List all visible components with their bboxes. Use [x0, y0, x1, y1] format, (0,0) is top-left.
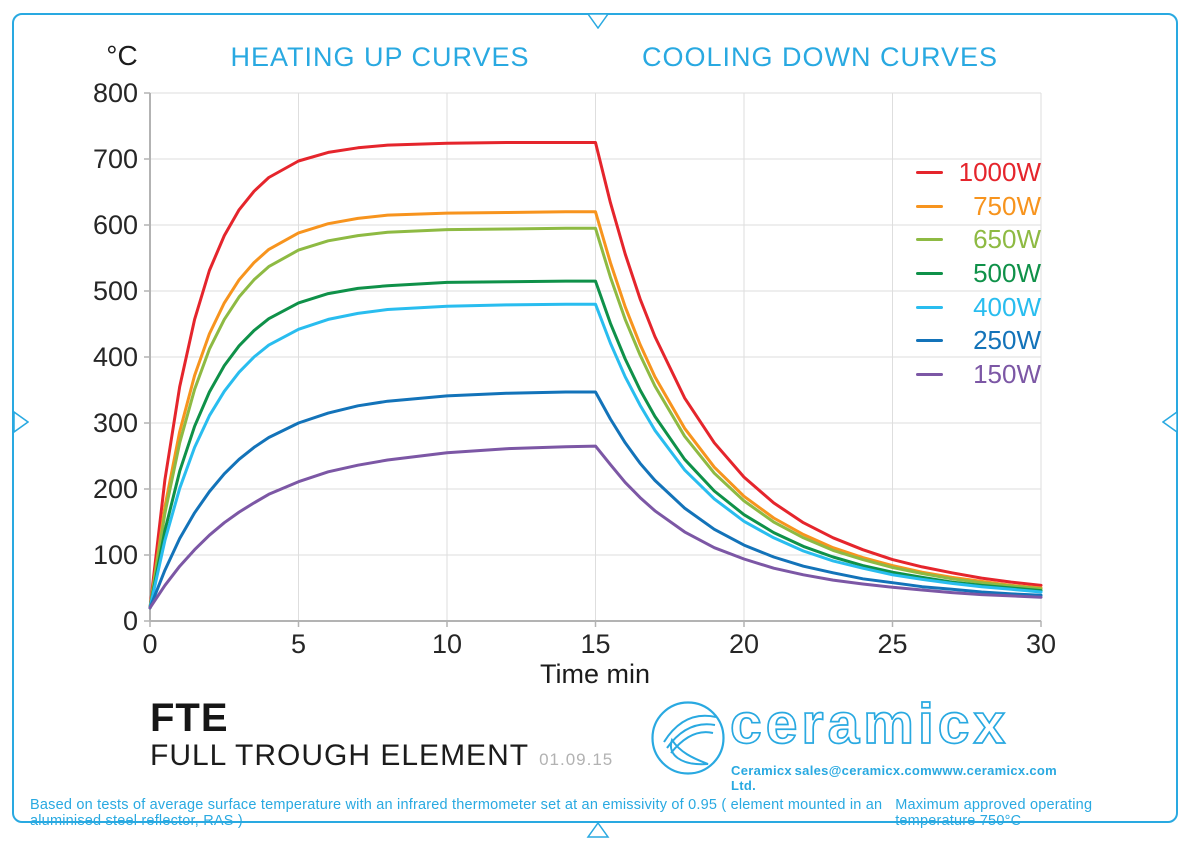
- product-name-text: FULL TROUGH ELEMENT: [150, 739, 530, 772]
- legend-row: 1000W: [916, 156, 1041, 190]
- ceramicx-wordmark: ceramicx: [729, 692, 1010, 756]
- legend-swatch: [916, 272, 943, 276]
- legend-row: 500W: [916, 257, 1041, 291]
- cooling-curves-title: COOLING DOWN CURVES: [641, 42, 999, 72]
- footnote-test-conditions: Based on tests of average surface temper…: [30, 797, 883, 829]
- product-date: 01.09.15: [539, 750, 614, 769]
- product-code: FTE: [150, 696, 229, 740]
- x-axis-label: Time min: [539, 659, 650, 689]
- legend-swatch: [916, 171, 943, 175]
- brand-website[interactable]: www.ceramicx.com: [932, 763, 1057, 778]
- registration-mark-bottom-icon: [586, 822, 610, 838]
- legend-row: 250W: [916, 324, 1041, 358]
- legend-swatch: [916, 372, 943, 376]
- registration-mark-right-icon: [1162, 410, 1178, 434]
- legend-label: 250W: [973, 325, 1041, 356]
- y-axis-unit-label: °C: [106, 40, 138, 71]
- footnote: Based on tests of average surface temper…: [30, 797, 1160, 829]
- heating-curves-title: HEATING UP CURVES: [230, 42, 530, 72]
- legend-swatch: [916, 339, 943, 343]
- brand-contact-line: Ceramicx Ltd. sales@ceramicx.com www.cer…: [731, 763, 1057, 793]
- legend-label: 150W: [973, 358, 1041, 389]
- legend-row: 750W: [916, 190, 1041, 224]
- legend-swatch: [916, 238, 943, 242]
- product-name: FULL TROUGH ELEMENT 01.09.15: [150, 739, 613, 777]
- legend-label: 400W: [973, 291, 1041, 322]
- legend-label: 750W: [973, 190, 1041, 221]
- legend-label: 500W: [973, 258, 1041, 289]
- ceramicx-logo-icon: [651, 701, 725, 775]
- chart-legend: 1000W 750W 650W 500W 400W 250W 150W: [916, 156, 1041, 391]
- legend-label: 650W: [973, 224, 1041, 255]
- chart-canvas: [144, 92, 1043, 627]
- brand-company: Ceramicx Ltd.: [731, 763, 792, 793]
- registration-mark-top-icon: [586, 13, 610, 29]
- legend-row: 150W: [916, 358, 1041, 392]
- legend-row: 650W: [916, 223, 1041, 257]
- product-block: FTE FULL TROUGH ELEMENT 01.09.15: [150, 697, 613, 777]
- registration-mark-left-icon: [13, 410, 29, 434]
- legend-label: 1000W: [958, 157, 1041, 188]
- legend-swatch: [916, 204, 943, 208]
- footnote-max-temperature: Maximum approved operating temperature 7…: [895, 797, 1093, 829]
- legend-row: 400W: [916, 290, 1041, 324]
- brand-email[interactable]: sales@ceramicx.com: [794, 763, 932, 778]
- legend-swatch: [916, 305, 943, 309]
